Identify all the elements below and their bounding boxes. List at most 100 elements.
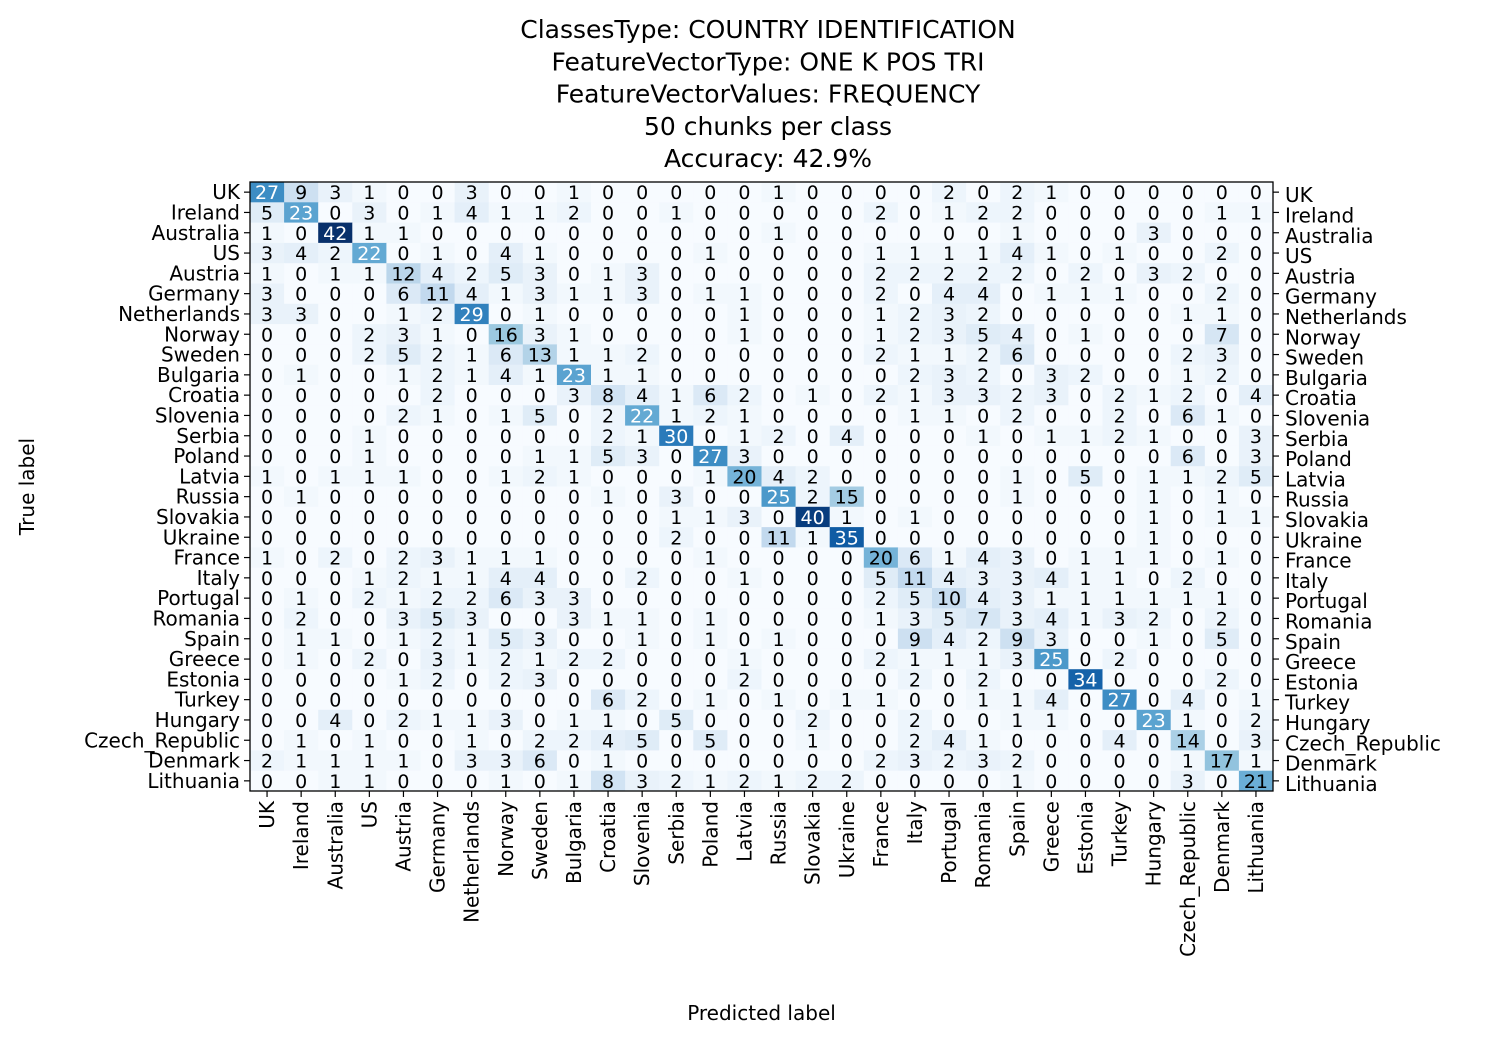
cell-value: 0 — [432, 223, 444, 245]
cell-value: 0 — [1114, 507, 1126, 529]
cell-value: 0 — [1079, 751, 1091, 773]
heatmap-cell — [1136, 263, 1172, 284]
heatmap-cell — [1204, 466, 1240, 487]
cell-value: 1 — [329, 629, 341, 651]
heatmap-cell — [1170, 283, 1206, 305]
cell-value: 0 — [909, 182, 921, 204]
heatmap-cell — [659, 527, 694, 548]
heatmap-cell — [1238, 689, 1274, 711]
heatmap-cell — [761, 222, 796, 244]
cell-value: 8 — [602, 385, 614, 407]
heatmap-cell — [420, 182, 455, 203]
cell-value: 1 — [909, 243, 921, 265]
cell-value: 0 — [295, 426, 307, 448]
cell-value: 0 — [295, 527, 307, 549]
cell-value: 0 — [875, 710, 887, 732]
heatmap-cell — [420, 242, 455, 264]
cell-value: 1 — [432, 568, 444, 590]
cell-value: 0 — [670, 446, 682, 468]
cell-value: 2 — [943, 751, 955, 773]
heatmap-cell — [727, 445, 762, 467]
heatmap-cell — [863, 385, 899, 406]
cell-value: 1 — [1182, 365, 1194, 387]
cell-value: 2 — [1079, 263, 1091, 285]
cell-value: 0 — [500, 608, 512, 630]
heatmap-cell — [829, 242, 865, 264]
heatmap-cell — [693, 506, 728, 528]
cell-value: 1 — [295, 629, 307, 651]
heatmap-cell — [795, 344, 831, 366]
cell-value: 0 — [1182, 182, 1194, 204]
heatmap-cell — [966, 344, 1001, 366]
cell-value: 0 — [329, 568, 341, 590]
cell-value: 2 — [329, 243, 341, 265]
heatmap-cell — [1204, 527, 1240, 548]
heatmap-cell — [966, 750, 1001, 772]
heatmap-cell — [454, 466, 490, 487]
cell-value: 2 — [568, 202, 580, 224]
cell-value: 2 — [977, 304, 989, 326]
heatmap-cell — [488, 445, 524, 467]
heatmap-cell — [1068, 730, 1103, 751]
cell-value: 2 — [738, 669, 750, 691]
heatmap-cell — [488, 750, 524, 772]
heatmap-cell — [1000, 486, 1035, 508]
cell-value: 1 — [1045, 182, 1057, 204]
heatmap-cell — [591, 689, 626, 711]
cell-value: 1 — [397, 629, 409, 651]
heatmap-cell — [625, 466, 660, 487]
cell-value: 1 — [977, 649, 989, 671]
cell-value: 2 — [466, 588, 478, 610]
heatmap-cell — [250, 303, 285, 325]
cell-value: 0 — [841, 446, 853, 468]
heatmap-cell — [386, 263, 421, 284]
cell-value: 2 — [841, 771, 853, 793]
heatmap-cell — [625, 669, 660, 690]
heatmap-cell — [386, 709, 421, 731]
y-tick-label: Ukraine — [163, 525, 240, 549]
cell-value: 0 — [295, 771, 307, 793]
cell-value: 23 — [289, 202, 313, 224]
cell-value: 0 — [704, 487, 716, 509]
cell-value: 1 — [773, 223, 785, 245]
cell-value: 6 — [909, 548, 921, 570]
cell-value: 2 — [534, 730, 546, 752]
heatmap-cell — [659, 344, 694, 366]
cell-value: 2 — [602, 426, 614, 448]
cell-value: 0 — [738, 263, 750, 285]
heatmap-cell — [795, 324, 831, 345]
heatmap-cell — [1102, 182, 1137, 203]
cell-value: 0 — [1182, 324, 1194, 346]
cell-value: 0 — [1079, 182, 1091, 204]
cell-value: 0 — [670, 263, 682, 285]
cell-value: 1 — [363, 446, 375, 468]
heatmap-cell — [1170, 588, 1206, 609]
cell-value: 1 — [261, 548, 273, 570]
heatmap-cell — [556, 344, 592, 366]
heatmap-cell — [727, 628, 762, 650]
heatmap-cell — [897, 567, 933, 589]
heatmap-cell — [556, 608, 592, 629]
cell-value: 1 — [500, 405, 512, 427]
cell-value: 0 — [1079, 690, 1091, 712]
cell-value: 0 — [670, 730, 682, 752]
heatmap-cell — [386, 730, 421, 751]
heatmap-cell — [727, 547, 762, 569]
cell-value: 0 — [363, 487, 375, 509]
cell-value: 2 — [1182, 568, 1194, 590]
cell-value: 0 — [1182, 284, 1194, 306]
heatmap-cell — [522, 750, 558, 772]
cell-value: 3 — [534, 588, 546, 610]
cell-value: 0 — [943, 771, 955, 793]
cell-value: 1 — [1216, 548, 1228, 570]
cell-value: 0 — [1079, 243, 1091, 265]
heatmap-cell — [522, 202, 558, 223]
cell-value: 0 — [1114, 446, 1126, 468]
heatmap-cell — [659, 283, 694, 305]
cell-value: 0 — [329, 730, 341, 752]
heatmap-cell — [250, 527, 285, 548]
heatmap-cell — [795, 182, 831, 203]
heatmap-cell — [318, 567, 353, 589]
heatmap-cell — [1034, 506, 1069, 528]
cell-value: 2 — [1011, 263, 1023, 285]
